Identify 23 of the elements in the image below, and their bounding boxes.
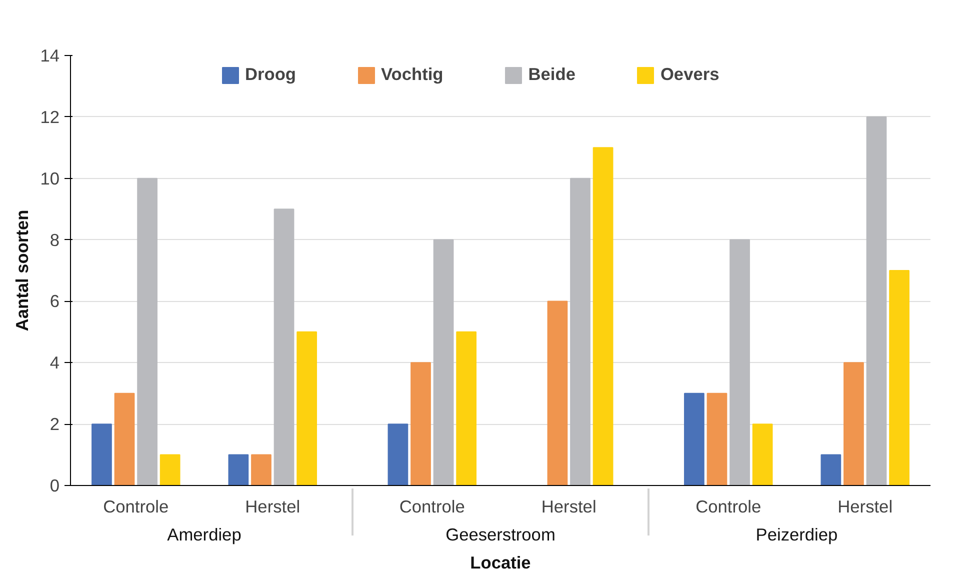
legend-label: Beide [528, 64, 576, 85]
y-axis-title: Aantal soorten [12, 210, 32, 332]
text: Peizerdiep [756, 524, 838, 544]
legend-label: Oevers [660, 64, 720, 85]
text: Amerdiep [167, 524, 242, 544]
y-tick-label: 2 [50, 414, 60, 434]
x-tick-label: Controle [103, 496, 169, 516]
y-tick-label: 0 [50, 476, 60, 496]
x-tick-label: Herstel [245, 496, 300, 516]
y-tick-label: 6 [50, 291, 60, 312]
y-tick-label: 8 [50, 230, 60, 250]
y-tick-label: 14 [40, 46, 60, 66]
y-tick-label: 4 [50, 352, 60, 373]
x-tick-label: Controle [399, 496, 465, 516]
x-tick-label: Controle [696, 496, 762, 516]
text: Geeserstroom [446, 524, 556, 544]
y-tick-label: 12 [40, 106, 60, 127]
x-tick-label: Herstel [541, 496, 596, 516]
legend-label: Vochtig [381, 64, 444, 85]
x-tick-label: Herstel [838, 496, 893, 516]
legend-label: Droog [245, 64, 296, 85]
x-axis-title: Locatie [470, 552, 532, 572]
y-tick-label: 10 [40, 168, 60, 188]
